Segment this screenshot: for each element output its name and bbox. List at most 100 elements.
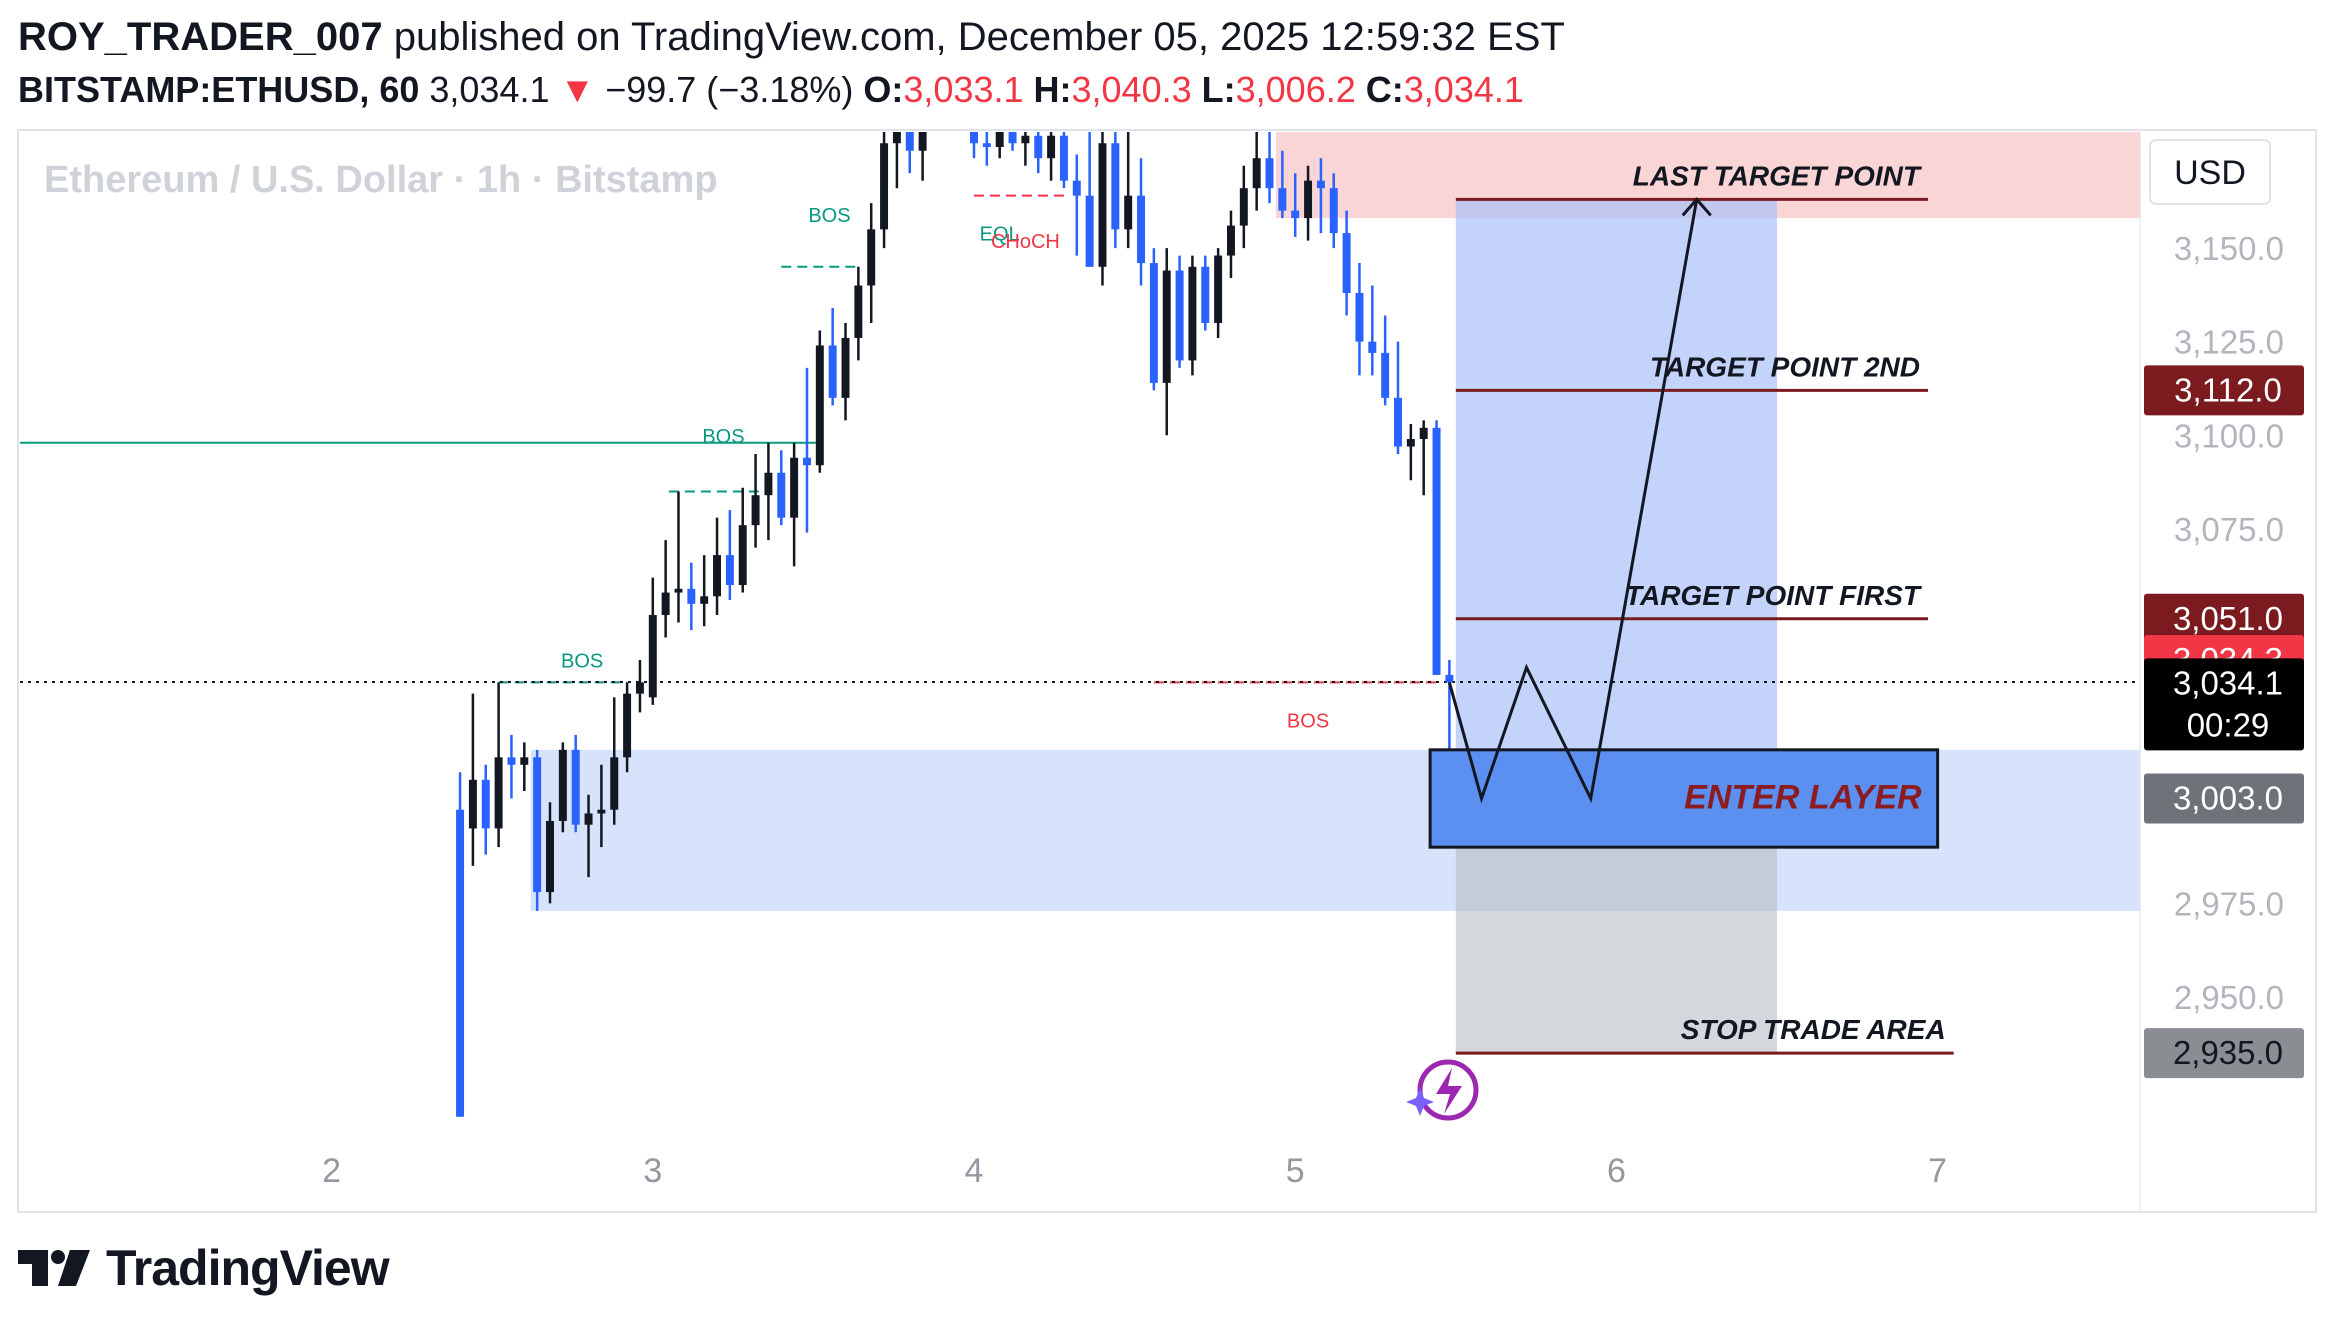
candle xyxy=(1419,420,1428,496)
candle-body xyxy=(1124,195,1133,230)
candle xyxy=(687,562,696,630)
candle-body xyxy=(481,779,490,829)
candle xyxy=(1149,248,1158,391)
candle-body xyxy=(1445,674,1454,683)
y-tick-label: 2,975.0 xyxy=(2174,885,2284,922)
candle xyxy=(661,540,670,638)
candle-body xyxy=(456,809,465,1117)
price-label: 3,112.0 xyxy=(2144,365,2304,416)
price-label-text: 3,034.1 xyxy=(2173,664,2283,701)
low-label: L: xyxy=(1201,69,1236,110)
candle xyxy=(468,693,477,866)
candle-body xyxy=(970,132,978,144)
candle xyxy=(507,734,516,799)
price-label: 3,003.0 xyxy=(2144,773,2304,824)
candle xyxy=(1201,255,1210,331)
structure-label: CHoCH xyxy=(991,231,1060,253)
structure-label: BOS xyxy=(808,205,850,227)
candle xyxy=(1239,165,1248,249)
candle-body xyxy=(1239,188,1248,226)
candle xyxy=(546,802,554,904)
candle-body xyxy=(1329,188,1338,234)
candle xyxy=(764,442,773,541)
chart-watermark: Ethereum / U.S. Dollar · 1h · Bitstamp xyxy=(44,159,718,201)
candle-body xyxy=(1137,195,1146,264)
candle xyxy=(674,491,683,623)
sparkle-icon xyxy=(1406,1088,1434,1116)
symbol-label[interactable]: BITSTAMP:ETHUSD, 60 xyxy=(18,69,420,110)
profit-box xyxy=(1455,199,1778,803)
candle xyxy=(982,132,991,166)
price-label-bg xyxy=(2144,593,2304,644)
candle-body xyxy=(1098,143,1107,267)
lightning-icon xyxy=(1406,1059,1479,1121)
candle xyxy=(1355,263,1364,376)
candle xyxy=(520,742,529,792)
structure-label: EQL xyxy=(980,224,1020,246)
candle-body xyxy=(610,757,619,810)
candle xyxy=(867,203,876,323)
candle-body xyxy=(468,779,477,829)
price-label: 2,935.0 xyxy=(2144,1028,2304,1079)
candle xyxy=(1304,165,1313,241)
x-tick-label: 6 xyxy=(1607,1152,1626,1190)
tradingview-logo-icon xyxy=(18,1250,90,1286)
candle-body xyxy=(880,143,889,230)
candle-body xyxy=(546,820,554,893)
candle xyxy=(790,442,799,567)
candle-body xyxy=(1059,135,1068,181)
candle-body xyxy=(802,457,811,466)
candle-body xyxy=(1072,180,1081,196)
candle-body xyxy=(661,592,670,616)
candle xyxy=(1368,285,1377,376)
candle-body xyxy=(1368,341,1377,353)
chart-frame xyxy=(17,129,2317,1213)
publish-line: ROY_TRADER_007 published on TradingView.… xyxy=(18,10,2318,64)
tradingview-logo[interactable]: TradingView xyxy=(18,1238,390,1298)
candle xyxy=(1175,255,1184,368)
candle xyxy=(648,577,657,705)
high-value: 3,040.3 xyxy=(1071,69,1192,110)
last-price: 3,034.1 xyxy=(429,69,550,110)
candle-body xyxy=(790,457,799,518)
author-name[interactable]: ROY_TRADER_007 xyxy=(18,15,383,59)
candle-body xyxy=(494,757,503,829)
candle xyxy=(1188,255,1197,376)
structure-label: BOS xyxy=(1287,710,1329,732)
candle xyxy=(802,367,811,533)
candle xyxy=(1291,173,1300,237)
candle xyxy=(1047,132,1056,181)
level-label: TARGET POINT 2ND xyxy=(1650,351,1920,382)
candle-body xyxy=(648,615,657,698)
candle-body xyxy=(1432,427,1441,675)
candle xyxy=(1394,341,1402,455)
candle xyxy=(828,307,837,406)
candle-body xyxy=(1394,397,1402,447)
arrow-head-icon xyxy=(1681,197,1712,217)
candle-body xyxy=(815,345,824,466)
enter-layer-label: ENTER LAYER xyxy=(1684,778,1922,816)
price-change: −99.7 (−3.18%) xyxy=(605,69,854,110)
candle xyxy=(635,659,644,713)
candle xyxy=(918,132,927,181)
x-tick-label: 2 xyxy=(322,1152,341,1190)
candle xyxy=(995,132,1004,159)
candle xyxy=(481,764,490,855)
candle xyxy=(597,764,606,848)
candle-body xyxy=(905,132,914,151)
candle-body xyxy=(854,285,863,338)
currency-button[interactable]: USD xyxy=(2149,139,2271,205)
open-value: 3,033.1 xyxy=(903,69,1024,110)
candle-body xyxy=(1252,158,1261,189)
candle-body xyxy=(687,588,696,604)
candle xyxy=(713,517,722,616)
published-text: published on TradingView.com, December 0… xyxy=(393,15,1565,59)
y-tick-label: 3,075.0 xyxy=(2174,511,2284,548)
candle-body xyxy=(751,495,760,526)
candle xyxy=(725,510,734,601)
trade-level: ENTER LAYER xyxy=(1428,748,1940,849)
candle xyxy=(1034,132,1043,174)
candle xyxy=(533,749,542,911)
price-label-bg xyxy=(2144,658,2304,751)
